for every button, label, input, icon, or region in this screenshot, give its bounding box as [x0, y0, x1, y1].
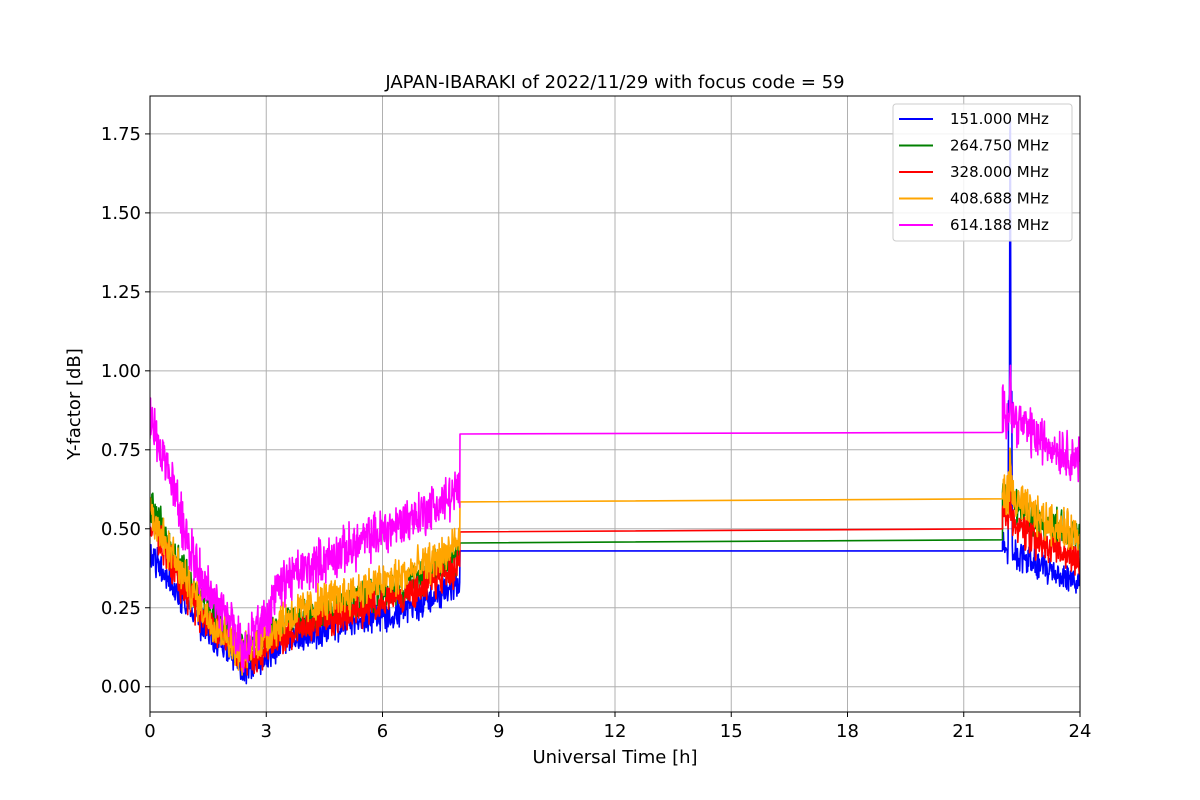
x-tick-label: 18 [836, 721, 859, 742]
y-tick-label: 1.75 [101, 124, 141, 145]
legend: 151.000 MHz 264.750 MHz 328.000 MHz 408.688… [892, 103, 1073, 242]
y-axis-label: Y-factor [dB] [64, 348, 85, 461]
series-line-3 [150, 447, 1080, 676]
y-tick-label: 0.50 [101, 519, 141, 540]
x-tick-label: 24 [1069, 721, 1092, 742]
x-tick-label: 6 [377, 721, 388, 742]
legend-label: 328.000 MHz [950, 163, 1049, 181]
legend-box [892, 103, 1073, 242]
legend-items: 151.000 MHz 264.750 MHz 328.000 MHz 408.688… [899, 110, 1049, 234]
axis-ticks: 0 3 6 9 12 15 18 21 24 0.00 0.25 0.50 0.75 1.00 1.25 1.… [101, 124, 1092, 742]
legend-label: 151.000 MHz [950, 110, 1049, 128]
y-tick-label: 1.00 [101, 361, 141, 382]
x-axis-label: Universal Time [h] [532, 747, 697, 768]
series-layer [150, 119, 1080, 685]
y-tick-label: 1.50 [101, 203, 141, 224]
series-line-4 [150, 364, 1080, 673]
y-tick-label: 1.25 [101, 282, 141, 303]
legend-label: 614.188 MHz [950, 216, 1049, 234]
x-tick-label: 9 [493, 721, 504, 742]
y-tick-label: 0.25 [101, 598, 141, 619]
y-tick-label: 0.75 [101, 440, 141, 461]
legend-label: 264.750 MHz [950, 137, 1049, 155]
x-tick-label: 0 [144, 721, 155, 742]
x-tick-label: 12 [604, 721, 627, 742]
x-tick-label: 3 [261, 721, 272, 742]
x-tick-label: 21 [952, 721, 975, 742]
x-tick-label: 15 [720, 721, 743, 742]
y-tick-label: 0.00 [101, 677, 141, 698]
chart-title: JAPAN-IBARAKI of 2022/11/29 with focus c… [384, 72, 844, 93]
legend-label: 408.688 MHz [950, 190, 1049, 208]
